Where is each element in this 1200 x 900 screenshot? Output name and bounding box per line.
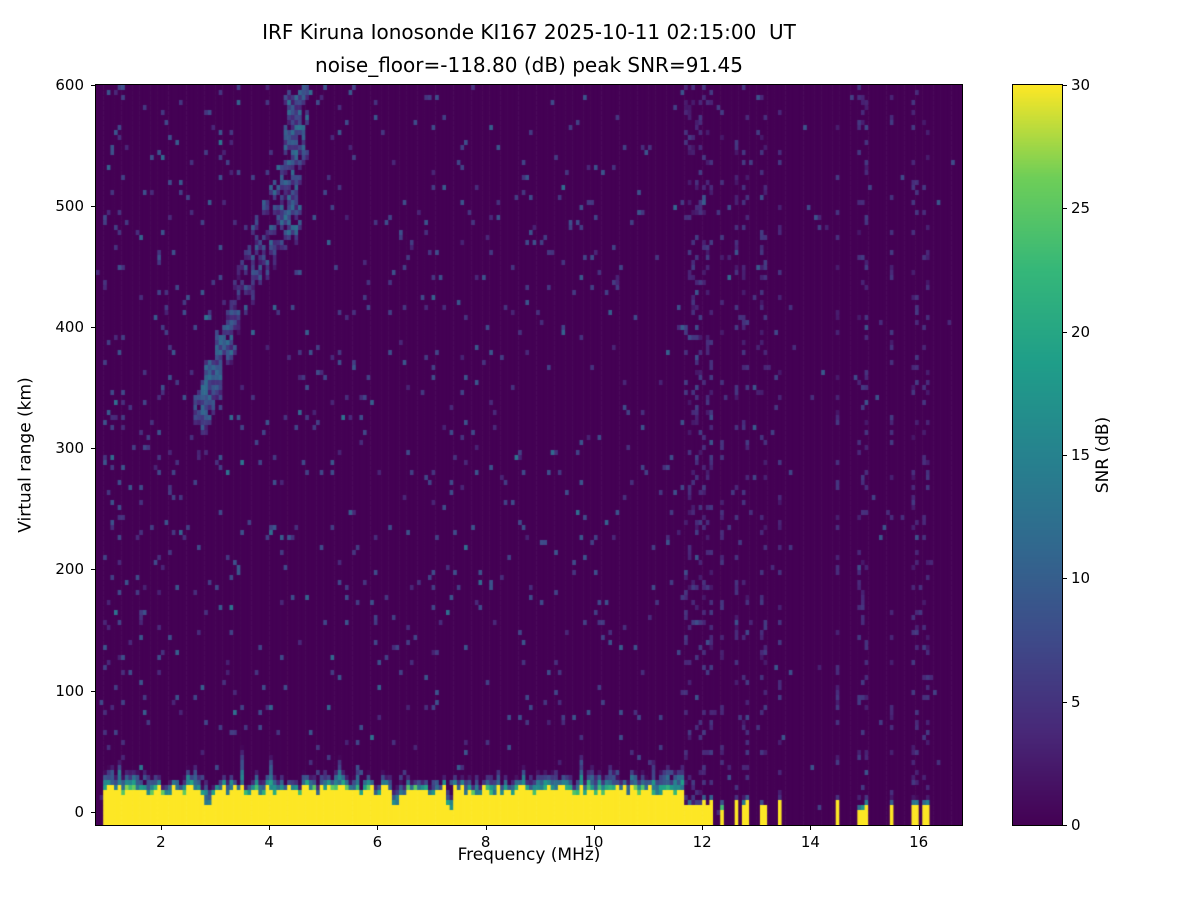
colorbar-tick-label: 30 xyxy=(1071,76,1091,94)
colorbar-tick-label: 0 xyxy=(1071,816,1081,834)
colorbar-tick-mark xyxy=(1063,208,1067,210)
colorbar-tick-mark xyxy=(1063,578,1067,580)
y-tick-label: 400 xyxy=(55,318,84,337)
y-tick-mark xyxy=(91,327,95,329)
x-tick-label: 6 xyxy=(372,833,383,851)
x-tick-mark xyxy=(485,826,487,830)
x-tick-mark xyxy=(160,826,162,830)
x-tick-mark xyxy=(810,826,812,830)
y-tick-label: 100 xyxy=(55,681,84,700)
y-tick-mark xyxy=(91,448,95,450)
x-tick-label: 10 xyxy=(584,833,604,851)
y-tick-label: 300 xyxy=(55,439,84,458)
x-tick-label: 16 xyxy=(909,833,929,851)
y-tick-mark xyxy=(91,85,95,86)
colorbar-tick-mark xyxy=(1063,825,1067,826)
colorbar-tick-label: 5 xyxy=(1071,692,1081,711)
x-tick-mark xyxy=(269,826,271,830)
x-tick-mark xyxy=(593,826,595,830)
y-tick-label: 600 xyxy=(55,76,84,94)
y-tick-label: 200 xyxy=(55,560,84,579)
colorbar-tick-mark xyxy=(1063,701,1067,703)
colorbar-tick-label: 10 xyxy=(1071,569,1091,588)
y-tick-mark xyxy=(91,206,95,208)
x-tick-mark xyxy=(702,826,704,830)
colorbar-tick-label: 25 xyxy=(1071,199,1091,218)
x-axis-label: Frequency (MHz) xyxy=(457,845,601,865)
x-tick-label: 8 xyxy=(480,833,491,851)
x-tick-label: 2 xyxy=(156,833,166,851)
x-tick-label: 14 xyxy=(800,833,820,851)
x-tick-label: 4 xyxy=(264,833,274,851)
heatmap-plot-area xyxy=(95,84,963,826)
colorbar-tick-label: 20 xyxy=(1071,322,1091,341)
colorbar-tick-mark xyxy=(1063,85,1067,86)
x-tick-label: 12 xyxy=(692,833,712,851)
y-tick-mark xyxy=(91,690,95,692)
y-tick-label: 500 xyxy=(55,197,84,216)
x-tick-mark xyxy=(918,826,920,830)
colorbar-tick-label: 15 xyxy=(1071,446,1091,464)
colorbar-tick-mark xyxy=(1063,455,1067,456)
x-tick-mark xyxy=(377,826,379,830)
y-tick-label: 0 xyxy=(74,802,84,821)
chart-title: IRF Kiruna Ionosonde KI167 2025-10-11 02… xyxy=(262,20,796,44)
y-tick-mark xyxy=(91,811,95,813)
colorbar-tick-mark xyxy=(1063,331,1067,333)
y-tick-mark xyxy=(91,569,95,571)
colorbar xyxy=(1012,84,1063,826)
chart-subtitle: noise_floor=-118.80 (dB) peak SNR=91.45 xyxy=(315,53,743,77)
